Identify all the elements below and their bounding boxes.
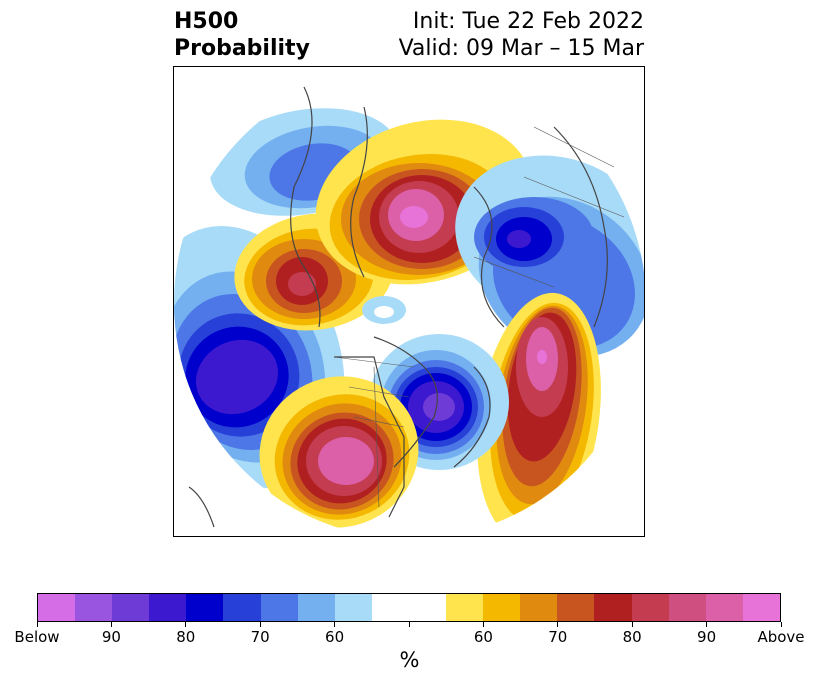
colorbar-ticks: Below 90 80 70 60 60 70 80 90 Above: [14, 622, 805, 652]
valid-date-range: Valid: 09 Mar – 15 Mar: [398, 36, 644, 61]
colorbar-tick: [110, 622, 112, 627]
colorbar-tick: [631, 622, 633, 627]
probability-map: [173, 66, 645, 537]
colorbar-segment: [446, 594, 484, 621]
colorbar-segment: [112, 594, 150, 621]
colorbar-segment: [668, 594, 706, 621]
colorbar-tick: [408, 622, 410, 627]
colorbar-tick-label: Above: [757, 628, 805, 646]
colorbar-segment: [186, 594, 224, 621]
colorbar-tick: [36, 622, 38, 627]
colorbar-segment: [520, 594, 558, 621]
colorbar-segment: [75, 594, 113, 621]
colorbar-segment: [631, 594, 669, 621]
colorbar: [37, 593, 781, 622]
colorbar-segment: [149, 594, 187, 621]
colorbar-segment: [297, 594, 335, 621]
colorbar-tick-label: 80: [622, 628, 642, 646]
chart-title: H500 Probability: [174, 8, 310, 62]
colorbar-tick: [780, 622, 782, 627]
positive-anomaly-alaska: [234, 213, 394, 331]
colorbar-segment: [260, 594, 298, 621]
colorbar-segment: [705, 594, 743, 621]
colorbar-tick-label: Below: [14, 628, 60, 646]
colorbar-unit: %: [399, 648, 420, 672]
colorbar-segment: [38, 594, 76, 621]
colorbar-segment: [334, 594, 372, 621]
positive-anomaly-west-us: [259, 376, 419, 528]
colorbar-segment: [223, 594, 261, 621]
colorbar-tick-label: 70: [250, 628, 270, 646]
colorbar-segment: [371, 594, 409, 621]
init-date: Init: Tue 22 Feb 2022: [412, 9, 644, 34]
positive-anomaly-atlantic: [477, 292, 601, 536]
colorbar-segment: [594, 594, 632, 621]
colorbar-segment: [483, 594, 521, 621]
borders: [333, 126, 625, 508]
coastlines: [188, 86, 608, 528]
colorbar-tick: [334, 622, 336, 627]
colorbar-tick: [557, 622, 559, 627]
colorbar-segment: [408, 594, 447, 621]
anomaly-field: [174, 67, 644, 536]
colorbar-tick: [706, 622, 708, 627]
colorbar-segment: [557, 594, 595, 621]
colorbar-tick-label: 70: [548, 628, 568, 646]
colorbar-tick: [482, 622, 484, 627]
colorbar-tick-label: 90: [697, 628, 717, 646]
map-graphic: [174, 67, 644, 536]
title-line-2: Probability: [174, 36, 310, 61]
date-info: Init: Tue 22 Feb 2022 Valid: 09 Mar – 15…: [399, 8, 644, 62]
colorbar-tick-label: 60: [325, 628, 345, 646]
colorbar-tick-label: 80: [176, 628, 196, 646]
colorbar-tick: [259, 622, 261, 627]
colorbar-tick-label: 60: [473, 628, 493, 646]
colorbar-segment: [742, 594, 780, 621]
colorbar-tick: [185, 622, 187, 627]
colorbar-tick-label: 90: [101, 628, 121, 646]
title-line-1: H500: [174, 9, 239, 34]
